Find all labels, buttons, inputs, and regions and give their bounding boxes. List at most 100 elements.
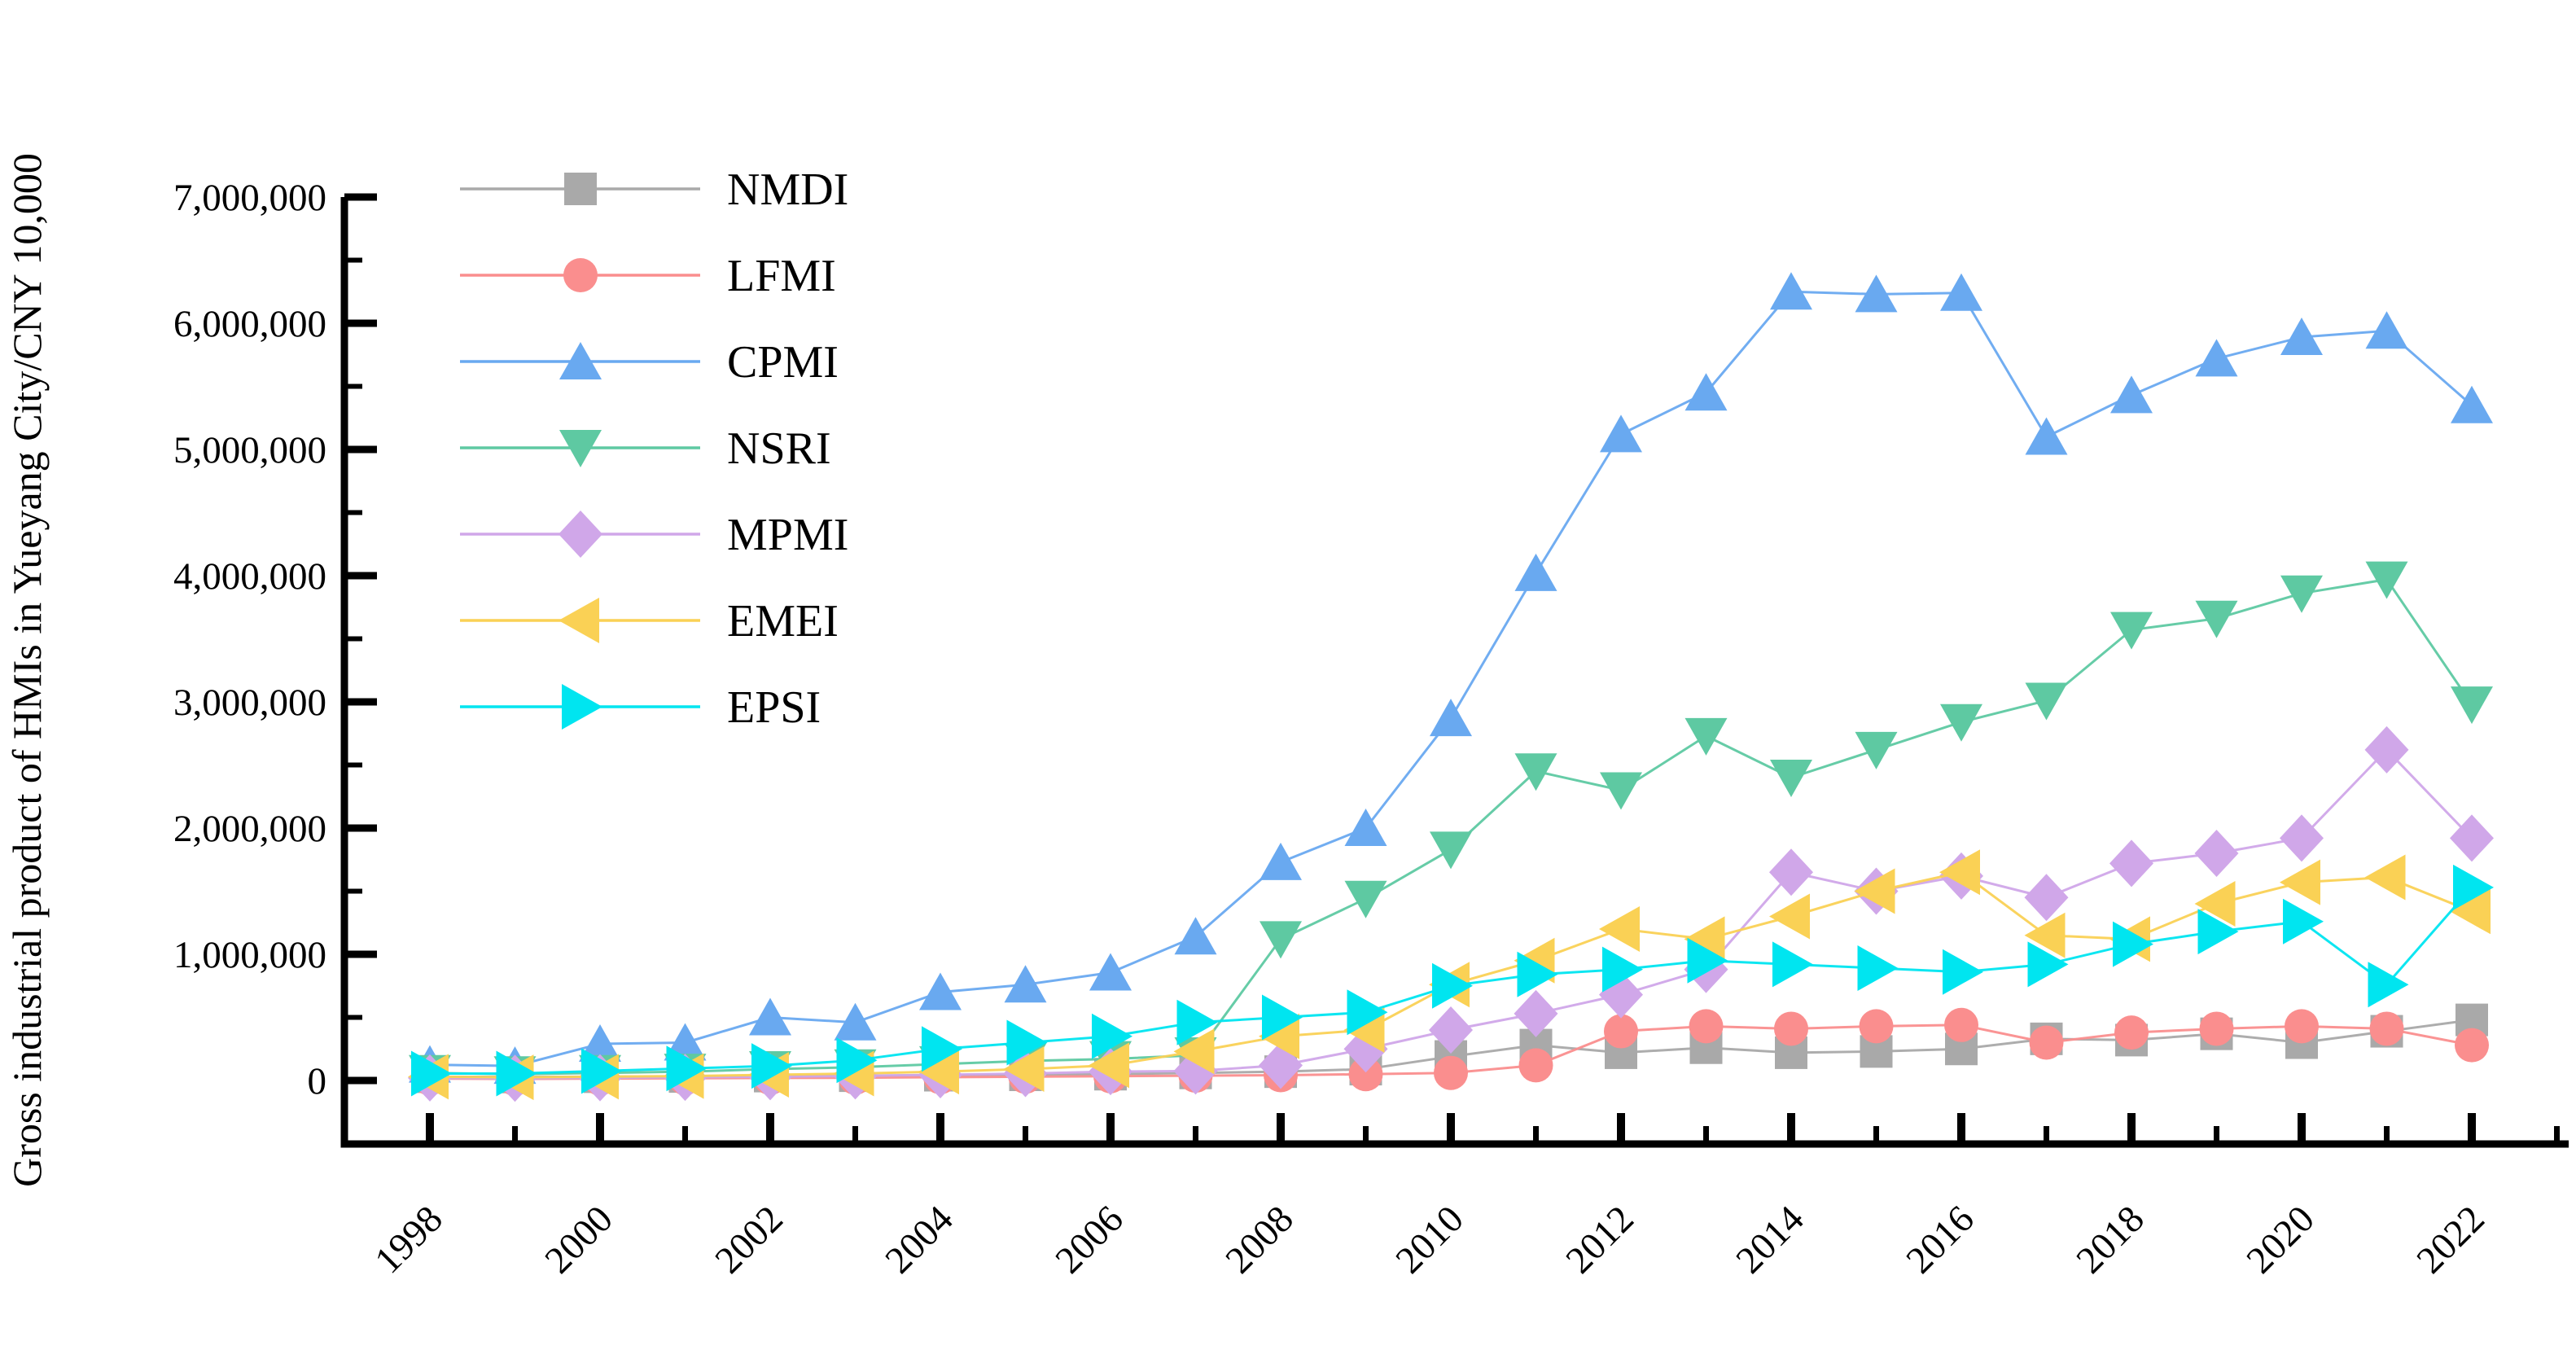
triangle-left-marker [1599,906,1640,952]
diamond-marker [559,511,602,558]
triangle-up-marker [749,997,791,1036]
x-tick-label: 2008 [1218,1198,1302,1282]
circle-marker [1434,1055,1468,1090]
triangle-right-marker [1772,941,1813,988]
x-tick-label: 2022 [2409,1198,2493,1282]
circle-marker [2114,1015,2149,1050]
y-tick-label: 4,000,000 [173,555,326,598]
triangle-right-marker [2453,864,2494,910]
triangle-left-marker [1259,1013,1299,1059]
legend-item-nmdi: NMDI [460,164,848,215]
diamond-marker [2109,839,2153,888]
triangle-left-marker [2194,881,2236,927]
circle-marker [1348,1057,1383,1092]
triangle-right-marker [1943,949,1983,995]
triangle-down-marker [1684,717,1728,756]
series-line-cpmi [429,290,2473,1067]
triangle-down-marker [2195,600,2238,638]
legend-label-epsi: EPSI [727,682,821,733]
legend-item-mpmi: MPMI [460,510,848,560]
triangle-up-marker [1600,414,1642,453]
diamond-marker [1514,989,1558,1037]
legend-item-cpmi: CPMI [460,337,839,388]
x-tick-label: 2006 [1048,1198,1132,1282]
legend-label-nsri: NSRI [727,423,831,474]
circle-marker [1774,1011,1808,1046]
triangle-down-marker [2280,575,2323,613]
legend-item-emei: EMEI [460,596,839,647]
triangle-up-marker [2195,339,2238,377]
triangle-right-marker [581,1048,622,1094]
tick-labels: 0 1,000,000 2,000,000 3,000,000 4,000,000 5,0… [173,177,2493,1282]
diamond-marker [2280,814,2324,862]
triangle-left-marker [559,598,599,643]
triangle-up-marker [919,972,962,1010]
triangle-down-marker [1855,731,1898,769]
triangle-right-marker [1602,946,1643,993]
legend-label-nmdi: NMDI [727,164,848,215]
triangle-right-marker [496,1050,537,1097]
triangle-left-marker [1684,916,1725,962]
triangle-up-marker [1004,965,1047,1003]
triangle-up-marker [2280,318,2323,356]
x-tick-label: 2002 [708,1198,791,1282]
triangle-right-marker [1857,945,1899,992]
triangle-up-marker [1684,373,1728,411]
triangle-right-marker [666,1045,708,1092]
triangle-left-marker [2024,912,2066,958]
triangle-up-marker [1855,274,1898,313]
triangle-up-marker [834,1002,877,1041]
axes [340,193,2569,1148]
series-epsi [411,864,2494,1097]
triangle-right-marker [2197,909,2239,955]
legend-label-lfmi: LFMI [727,251,836,301]
triangle-right-marker [1432,962,1473,1009]
circle-marker [1859,1009,1894,1044]
series-mpmi [408,725,2494,1102]
triangle-right-marker [1092,1013,1132,1059]
triangle-up-marker [559,342,602,379]
y-tick-label: 2,000,000 [173,808,326,850]
triangle-right-marker [1006,1019,1048,1066]
series-line-nsri [429,578,2473,1076]
triangle-up-marker [2025,417,2068,455]
triangle-right-marker [836,1037,878,1084]
triangle-up-marker [1514,553,1557,591]
triangle-left-marker [1089,1042,1129,1089]
diamond-marker [2194,830,2239,877]
x-tick-label: 2010 [1388,1198,1472,1282]
y-tick-label: 1,000,000 [173,934,326,976]
x-tick-label: 2014 [1728,1198,1812,1282]
circle-marker [2029,1025,2064,1060]
triangle-down-marker [1430,831,1472,870]
x-tick-label: 1998 [367,1198,451,1282]
data-series-layer [408,272,2494,1102]
triangle-up-marker [1089,953,1132,991]
y-tick-label: 0 [308,1060,327,1102]
triangle-right-marker [922,1026,962,1072]
legend-item-lfmi: LFMI [460,251,836,301]
triangle-down-marker [2365,561,2408,599]
triangle-right-marker [411,1050,452,1097]
triangle-right-marker [1176,999,1218,1045]
triangle-left-marker [1769,893,1810,940]
triangle-right-marker [2368,962,2409,1008]
legend-label-emei: EMEI [727,596,839,647]
x-tick-label: 2012 [1558,1198,1642,1282]
triangle-up-marker [579,1024,621,1063]
triangle-left-marker [1854,868,1895,914]
triangle-down-marker [1770,760,1812,797]
y-tick-label: 7,000,000 [173,177,326,219]
x-tick-label: 2004 [878,1198,962,1282]
legend: NMDI LFMI CPMI NSRI MPMI EMEI EPSI [460,164,848,733]
x-tick-label: 2020 [2239,1198,2323,1282]
triangle-left-marker [2364,854,2406,901]
y-axis-title: Gross industrial product of HMIs in Yuey… [4,153,50,1187]
circle-marker [2455,1028,2489,1063]
circle-marker [1518,1048,1553,1083]
triangle-up-marker [1174,917,1217,955]
y-tick-label: 6,000,000 [173,303,326,345]
diamond-marker [2024,874,2069,922]
